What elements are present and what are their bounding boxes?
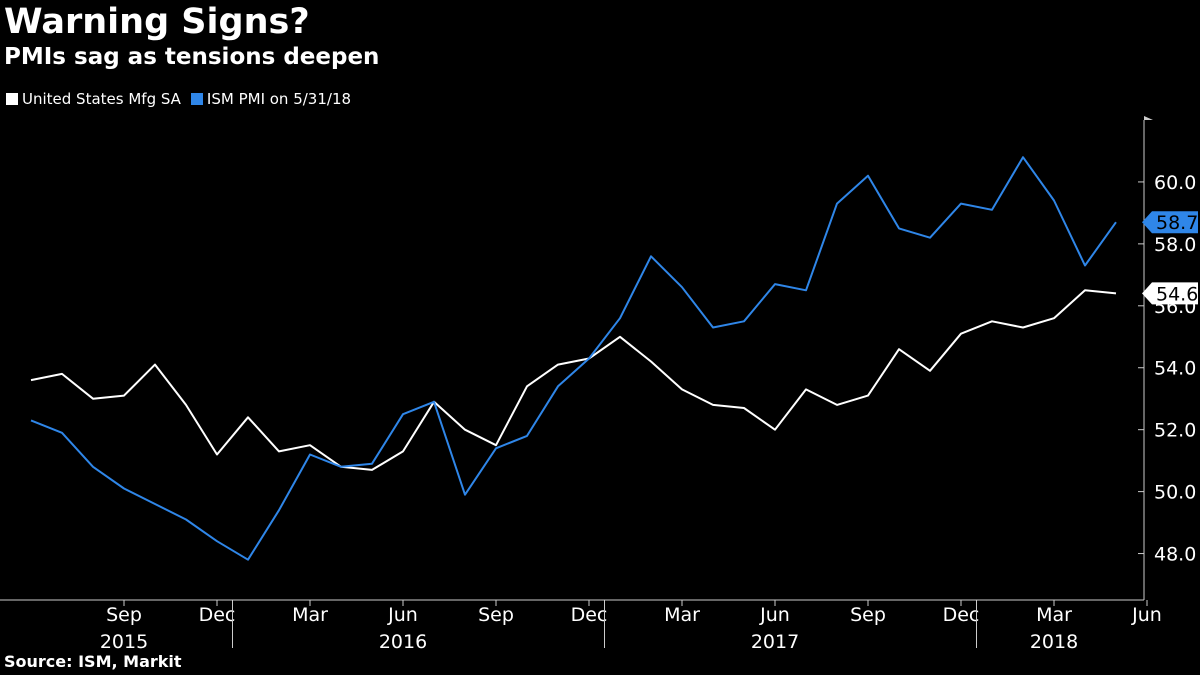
x-tick-label: Mar <box>1036 604 1072 626</box>
y-tick-label: 60.0 <box>1154 172 1196 194</box>
x-year-label: 2017 <box>751 631 799 653</box>
last-value-label-ism: 58.7 <box>1156 212 1198 234</box>
last-value-badge-ism <box>1142 211 1198 234</box>
x-tick-label: Dec <box>199 604 236 626</box>
x-year-label: 2015 <box>100 631 148 653</box>
series-line-ism <box>30 156 1117 561</box>
x-year-label: 2016 <box>379 631 427 653</box>
source-note: Source: ISM, Markit <box>4 652 182 671</box>
chart-title: Warning Signs? <box>4 2 310 42</box>
legend-label-us-mfg: United States Mfg SA <box>22 90 181 108</box>
x-tick-label: Mar <box>292 604 328 626</box>
x-tick-label: Dec <box>571 604 608 626</box>
series-line-us-mfg <box>30 289 1117 471</box>
x-year-label: 2018 <box>1030 631 1078 653</box>
y-axis-arrow <box>1144 116 1153 120</box>
y-tick-label: 50.0 <box>1154 482 1196 504</box>
x-tick-label: Sep <box>478 604 514 626</box>
x-tick-label: Mar <box>664 604 700 626</box>
x-tick-label: Jun <box>1131 604 1162 626</box>
last-value-label-us-mfg: 54.6 <box>1156 283 1198 305</box>
legend-swatch-us-mfg <box>6 93 18 105</box>
y-tick-label: 48.0 <box>1154 544 1196 566</box>
legend-swatch-ism <box>190 93 203 105</box>
chart-subtitle: PMIs sag as tensions deepen <box>4 44 380 70</box>
x-tick-label: Jun <box>387 604 418 626</box>
y-tick-label: 52.0 <box>1154 420 1196 442</box>
legend: United States Mfg SA ISM PMI on 5/31/18 <box>6 90 361 108</box>
y-tick-label: 54.0 <box>1154 358 1196 380</box>
legend-label-ism: ISM PMI on 5/31/18 <box>206 90 352 108</box>
x-tick-label: Sep <box>850 604 886 626</box>
last-value-badge-us-mfg <box>1142 282 1198 305</box>
legend-item-us-mfg: United States Mfg SA <box>6 90 181 108</box>
legend-item-ism: ISM PMI on 5/31/18 <box>190 90 352 108</box>
y-tick-label: 58.0 <box>1154 234 1196 256</box>
x-tick-label: Dec <box>943 604 980 626</box>
x-tick-label: Jun <box>759 604 790 626</box>
x-tick-label: Sep <box>106 604 142 626</box>
